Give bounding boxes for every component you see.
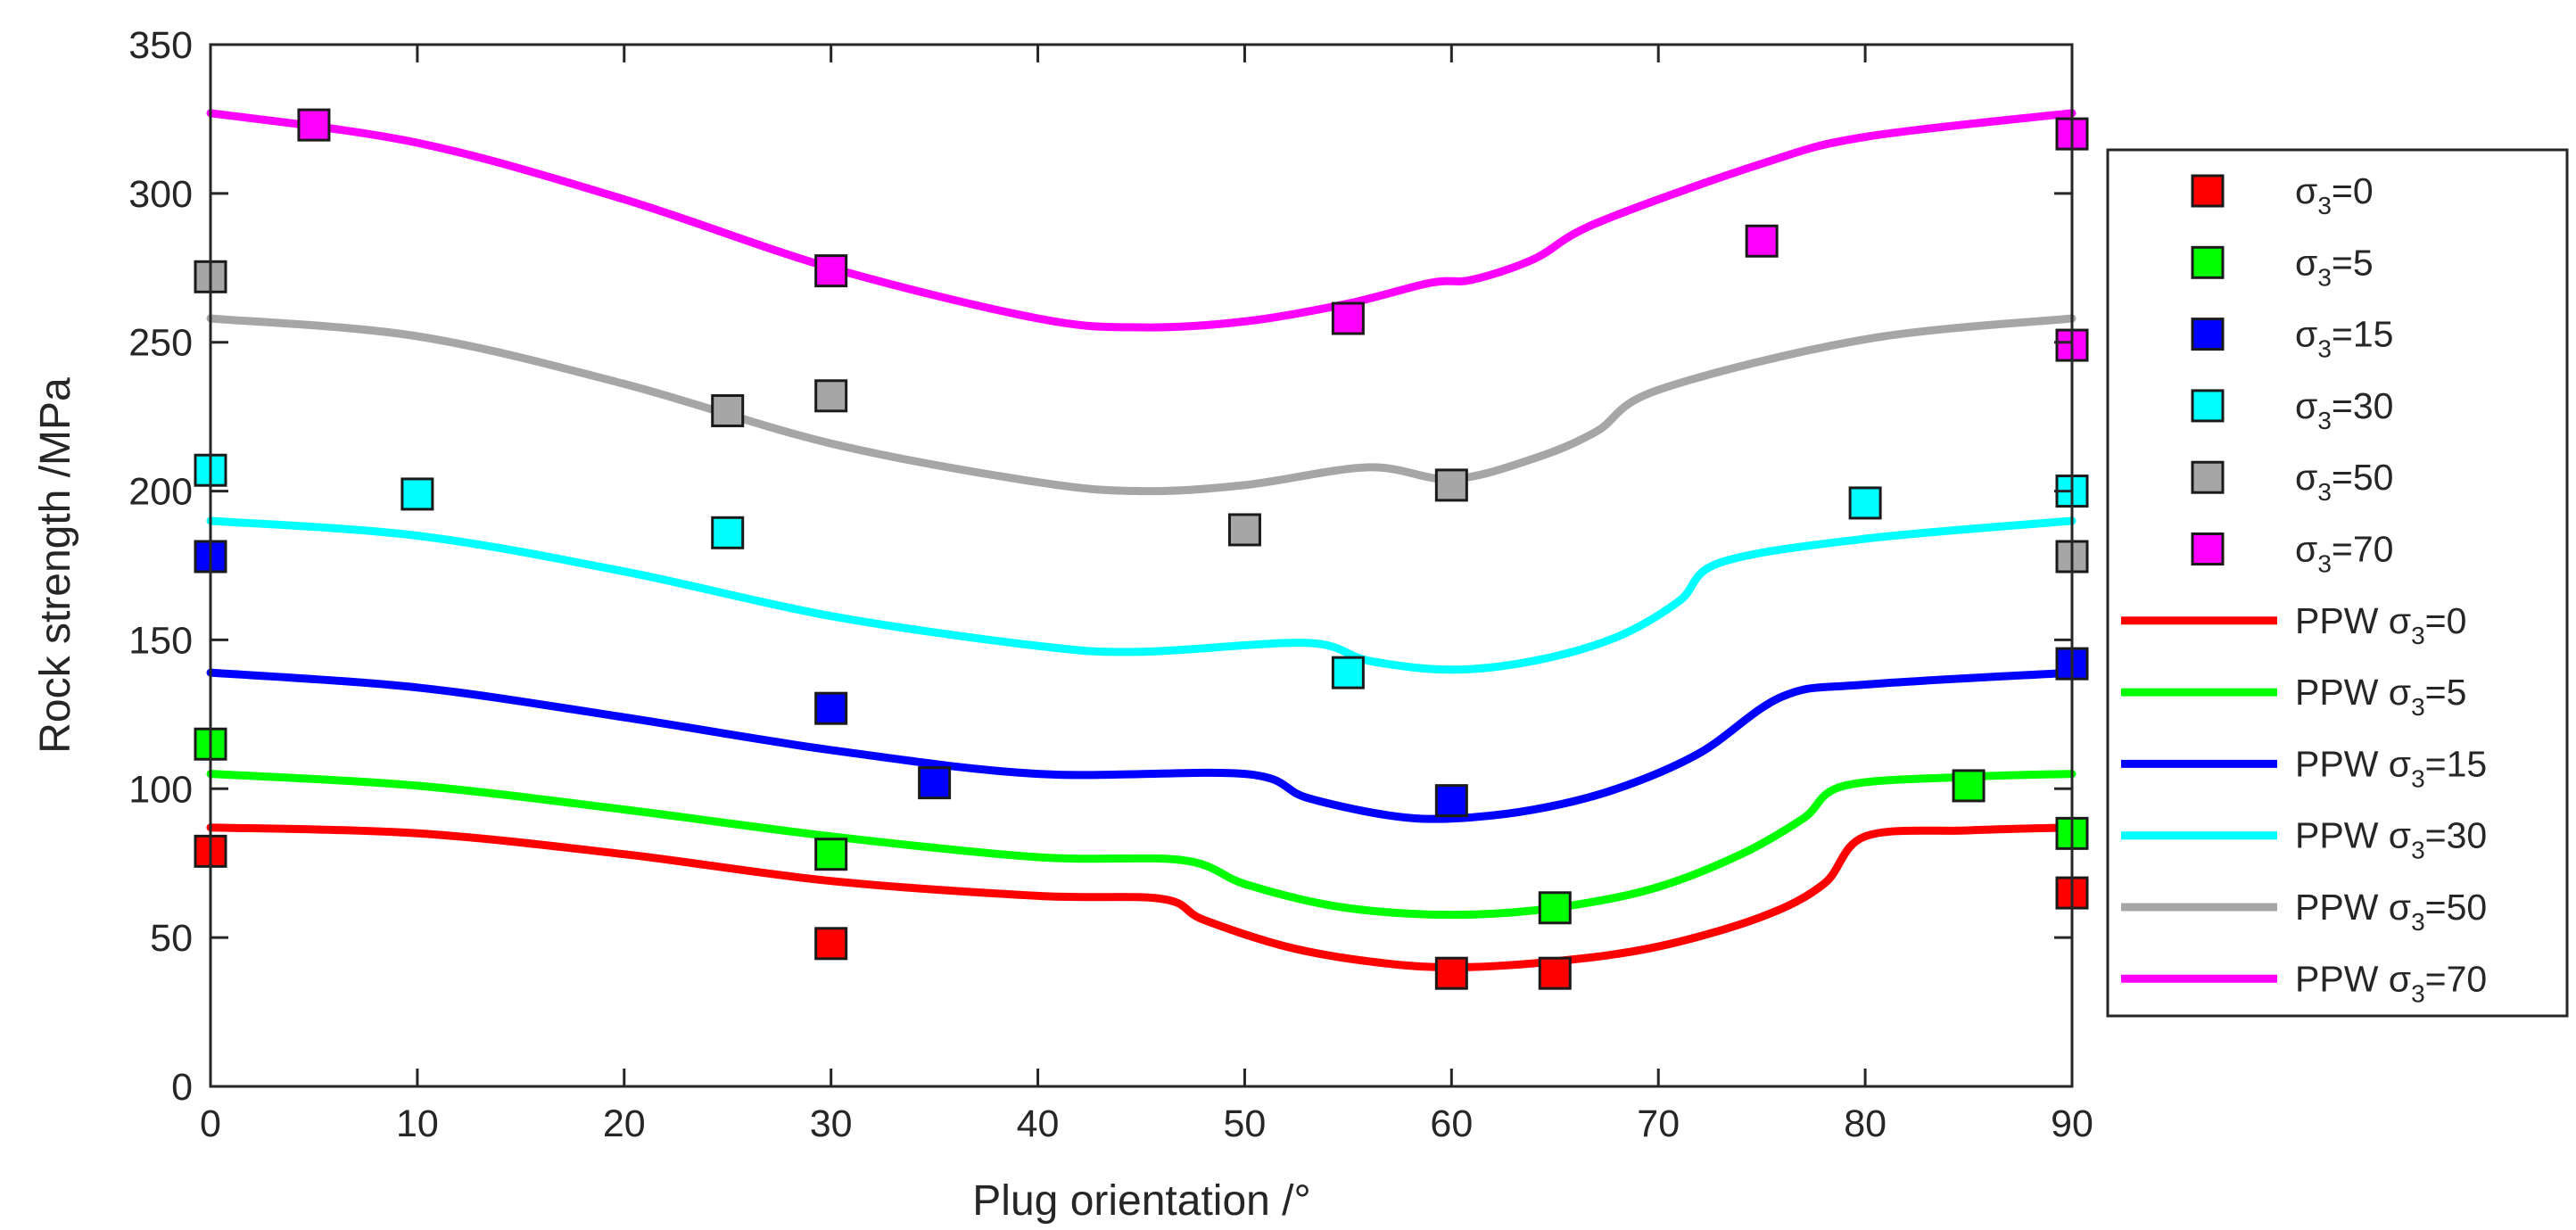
x-tick-label: 50 [1224,1102,1267,1145]
data-point-series-5 [814,254,848,288]
x-tick-label: 0 [200,1102,221,1145]
legend-label: σ3=50 [2295,457,2393,506]
legend-label: σ3=0 [2295,170,2374,219]
line-series-group [206,109,2076,971]
data-point-series-4 [711,393,745,427]
legend-marker [2191,174,2225,208]
x-tick-label: 30 [810,1102,853,1145]
ppw-line-5 [206,109,2076,332]
data-point-series-4 [1227,513,1261,547]
data-point-series-3 [711,516,745,549]
legend-label: σ3=5 [2295,242,2374,291]
data-point-series-0 [814,927,848,961]
ppw-line-0 [206,823,2076,971]
data-point-series-3 [1848,486,1882,520]
data-point-series-4 [814,379,848,413]
legend-label: PPW σ3=15 [2295,743,2487,792]
data-point-series-3 [1331,656,1365,689]
x-tick-label: 70 [1637,1102,1680,1145]
legend-label: PPW σ3=30 [2295,815,2487,864]
data-point-series-0 [1538,956,1572,990]
y-tick-label: 350 [128,24,193,67]
x-tick-label: 60 [1430,1102,1473,1145]
legend-label: σ3=15 [2295,314,2393,363]
y-tick-label: 250 [128,322,193,365]
plot-frame [209,43,2074,1088]
x-axis-label: Plug orientation /° [972,1177,1310,1225]
data-point-series-1 [1538,891,1572,925]
legend-marker [2191,318,2225,351]
legend: σ3=0 σ3=5 σ3=15 σ3=30 σ3=50 σ3=70 PPW σ3=0 PPW … [2106,148,2569,1018]
x-tick-label: 10 [396,1102,439,1145]
ppw-line-1 [206,770,2076,920]
data-point-series-3 [400,477,434,511]
y-tick-label: 150 [128,619,193,662]
data-point-series-2 [918,766,952,800]
ppw-line-4 [206,314,2076,496]
y-tick-label: 200 [128,471,193,514]
data-point-series-2 [1434,784,1468,818]
y-axis: 0 50 100 150 200 250 300 350 [128,24,2072,1109]
ppw-line-2 [206,668,2076,823]
data-point-series-1 [814,838,848,871]
y-tick-label: 50 [150,917,193,960]
x-axis: 0 10 20 30 40 50 60 70 80 90 [200,45,2093,1145]
legend-label: PPW σ3=70 [2295,958,2487,1007]
legend-marker [2191,245,2225,279]
legend-marker [2191,532,2225,565]
x-tick-label: 90 [2051,1102,2093,1145]
x-tick-label: 20 [603,1102,646,1145]
y-tick-label: 300 [128,173,193,216]
legend-label: PPW σ3=50 [2295,887,2487,936]
legend-box [2106,148,2569,1018]
legend-marker [2191,460,2225,494]
legend-label: PPW σ3=0 [2295,600,2466,649]
ppw-line-3 [206,516,2076,674]
data-point-series-2 [814,691,848,725]
x-tick-label: 80 [1844,1102,1887,1145]
legend-marker [2191,389,2225,423]
legend-label: σ3=30 [2295,385,2393,434]
data-point-series-1 [1952,769,1986,803]
y-tick-label: 0 [171,1066,193,1109]
legend-label: σ3=70 [2295,529,2393,578]
legend-label: PPW σ3=5 [2295,672,2466,721]
data-point-series-5 [297,108,331,142]
x-tick-label: 40 [1017,1102,1060,1145]
data-point-series-5 [1331,301,1365,335]
data-point-series-0 [1434,956,1468,990]
y-axis-label: Rock strength /MPa [32,377,79,754]
y-tick-label: 100 [128,768,193,811]
data-point-series-4 [1434,468,1468,502]
plot-area [211,45,2072,1086]
data-point-series-5 [1745,224,1779,258]
